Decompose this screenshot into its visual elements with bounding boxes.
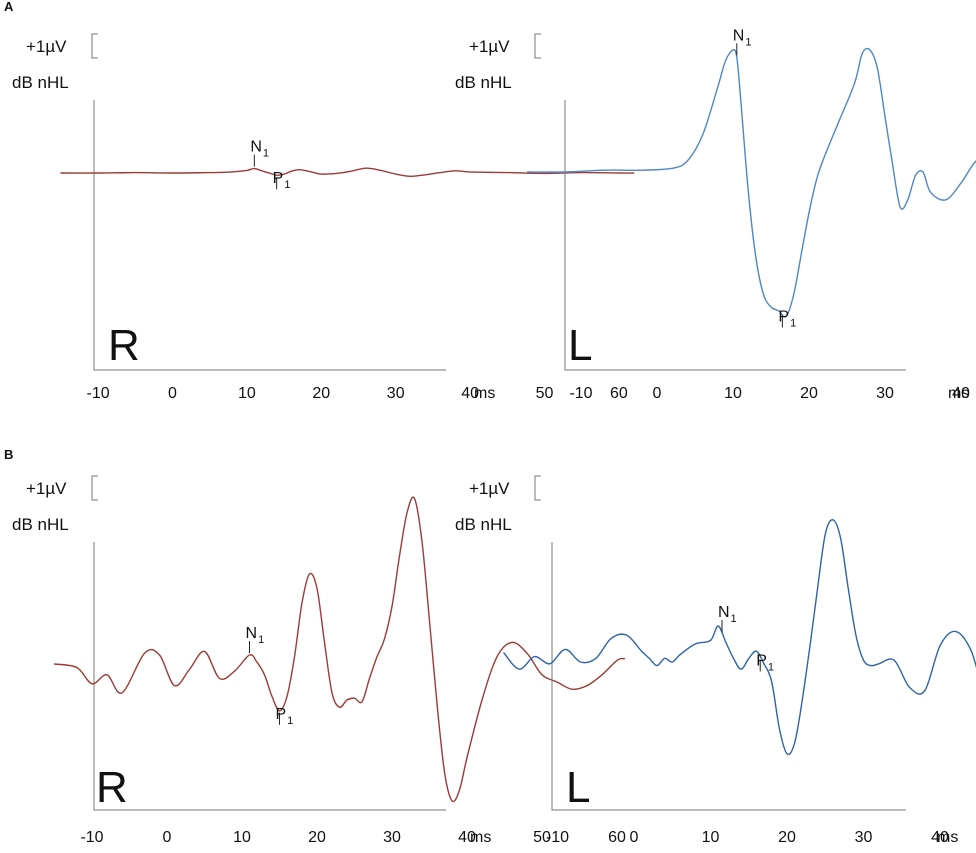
peak-label: N1 [733,27,752,48]
peak-label: P1 [276,706,294,727]
scale-bar-bracket [534,475,541,501]
panel-label-a: A [4,0,14,14]
level-unit-label: dB nHL [12,515,69,534]
x-tick-label: 60 [610,385,628,402]
x-tick-label: 40 [461,385,479,402]
x-tick-label: 20 [800,385,818,402]
x-axis-unit: ms [474,385,495,402]
peak-label-subscript: 1 [731,613,737,625]
peak-label-subscript: 1 [287,715,293,727]
scale-bar-bracket [91,33,98,59]
x-tick-label: 30 [876,385,894,402]
x-tick-label: 0 [653,385,662,402]
x-tick-label: 0 [630,829,639,846]
x-tick-label: 10 [702,829,720,846]
peak-label-subscript: 1 [790,318,796,330]
scale-bar-bracket [534,33,541,59]
x-tick-label: 20 [308,829,326,846]
x-tick-label: 10 [724,385,742,402]
x-tick-label: 0 [163,829,172,846]
x-tick-label: 50 [536,385,554,402]
scale-bar-bracket [91,475,98,501]
peak-label: N1 [718,604,737,625]
waveform-trace [527,47,976,318]
x-tick-label: 40 [952,385,970,402]
waveform-trace [53,496,626,803]
axis-frame [93,100,446,371]
peak-label-letter: N [246,625,258,642]
peak-label-letter: P [276,706,287,723]
waveform-trace [60,167,635,178]
peak-label-letter: P [778,309,789,326]
axis-frame [93,542,446,811]
x-tick-label: -10 [546,829,569,846]
x-tick-label: 30 [383,829,401,846]
peak-label-subscript: 1 [263,148,269,160]
x-tick-label: -10 [569,385,592,402]
x-tick-label: 20 [778,829,796,846]
x-axis-unit: ms [948,385,969,402]
waveform-trace [503,519,976,756]
x-tick-label: 40 [458,829,476,846]
amplitude-scale-label: +1µV [26,479,67,498]
peak-label-letter: P [756,653,767,670]
peak-label: P1 [756,653,774,674]
panel-label-b: B [4,447,13,462]
amplitude-scale-label: +1µV [26,37,67,56]
amplitude-scale-label: +1µV [469,37,510,56]
peak-label-subscript: 1 [745,36,751,48]
axis-frame [564,100,906,371]
x-tick-label: 0 [168,385,177,402]
x-tick-label: 30 [387,385,405,402]
ear-label: L [568,321,592,370]
level-unit-label: dB nHL [12,73,69,92]
ear-label: L [566,763,590,812]
x-tick-label: 40 [931,829,949,846]
x-tick-label: 30 [855,829,873,846]
x-axis-unit: ms [470,829,491,846]
x-tick-label: 60 [608,829,626,846]
x-tick-label: 10 [233,829,251,846]
x-tick-label: -10 [80,829,103,846]
peak-label-subscript: 1 [258,634,264,646]
peak-label-letter: P [273,170,284,187]
peak-label-letter: N [733,27,745,44]
peak-label-subscript: 1 [284,179,290,191]
ear-label: R [96,763,128,812]
x-tick-label: 50 [533,829,551,846]
ear-label: R [108,321,140,370]
peak-label-letter: N [250,139,262,156]
peak-label-subscript: 1 [768,662,774,674]
peak-label: P1 [778,309,796,330]
x-tick-label: -10 [87,385,110,402]
level-unit-label: dB nHL [455,73,512,92]
axis-frame [551,542,906,811]
peak-label: P1 [273,170,291,191]
peak-label-letter: N [718,604,730,621]
level-unit-label: dB nHL [455,515,512,534]
peak-label: N1 [250,139,269,160]
x-axis-unit: ms [937,829,958,846]
x-tick-label: 20 [312,385,330,402]
x-tick-label: 10 [238,385,256,402]
amplitude-scale-label: +1µV [469,479,510,498]
peak-label: N1 [246,625,265,646]
